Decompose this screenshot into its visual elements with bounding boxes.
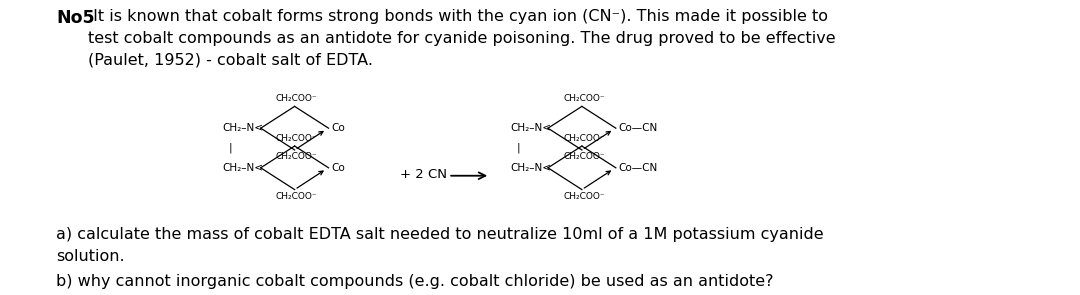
Text: CH₂COO⁻: CH₂COO⁻ <box>275 152 318 161</box>
Text: CH₂COO⁻: CH₂COO⁻ <box>275 94 318 104</box>
Text: CH₂COO⁻: CH₂COO⁻ <box>563 191 605 201</box>
Text: CH₂–N<: CH₂–N< <box>510 163 551 173</box>
Text: |: | <box>229 143 232 153</box>
Text: + 2 CN: + 2 CN <box>401 168 447 181</box>
Text: Co—CN: Co—CN <box>619 163 658 173</box>
Text: a) calculate the mass of cobalt EDTA salt needed to neutralize 10ml of a 1M pota: a) calculate the mass of cobalt EDTA sal… <box>56 227 824 264</box>
Text: CH₂–N<: CH₂–N< <box>510 123 551 133</box>
Text: CH₂COO⁻: CH₂COO⁻ <box>275 134 318 143</box>
Text: CH₂COO⁻: CH₂COO⁻ <box>563 134 605 143</box>
Text: |: | <box>516 143 519 153</box>
Text: Co: Co <box>332 123 346 133</box>
Text: CH₂–N<: CH₂–N< <box>222 163 264 173</box>
Text: It is known that cobalt forms strong bonds with the cyan ion (CN⁻). This made it: It is known that cobalt forms strong bon… <box>89 9 836 68</box>
Text: CH₂–N<: CH₂–N< <box>222 123 264 133</box>
Text: CH₂COO⁻: CH₂COO⁻ <box>563 152 605 161</box>
Text: b) why cannot inorganic cobalt compounds (e.g. cobalt chloride) be used as an an: b) why cannot inorganic cobalt compounds… <box>56 274 773 289</box>
Text: No5: No5 <box>56 9 95 27</box>
Text: CH₂COO⁻: CH₂COO⁻ <box>275 191 318 201</box>
Text: Co—CN: Co—CN <box>619 123 658 133</box>
Text: CH₂COO⁻: CH₂COO⁻ <box>563 94 605 104</box>
Text: Co: Co <box>332 163 346 173</box>
